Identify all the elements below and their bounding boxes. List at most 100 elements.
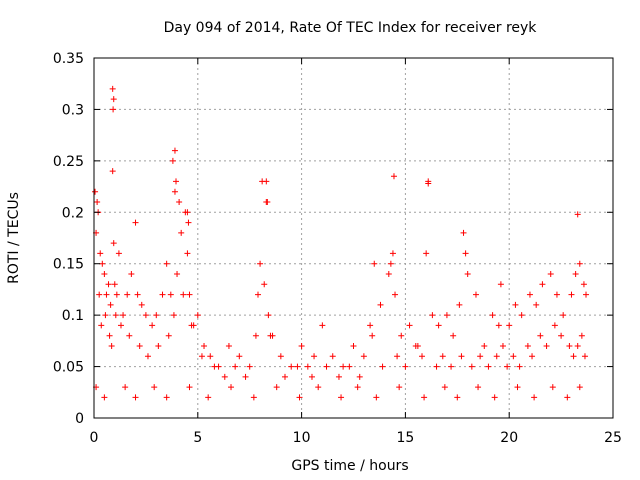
data-point <box>173 178 180 185</box>
data-point <box>267 332 274 339</box>
data-point <box>583 291 590 298</box>
data-point <box>524 343 531 349</box>
data-point <box>250 394 257 401</box>
data-point <box>185 219 192 226</box>
data-point <box>390 173 397 180</box>
data-point <box>443 312 450 319</box>
data-point <box>574 211 581 218</box>
data-point <box>109 168 116 175</box>
data-point <box>132 394 139 401</box>
y-tick-label: 0 <box>75 411 84 427</box>
data-point <box>171 188 178 195</box>
data-point <box>126 332 133 339</box>
x-tick-label: 20 <box>500 430 518 446</box>
data-point <box>294 363 301 370</box>
plot-frame <box>93 57 614 419</box>
data-point <box>170 312 177 319</box>
data-point <box>163 260 170 267</box>
data-point <box>201 343 208 349</box>
data-point <box>433 363 440 370</box>
data-point <box>512 301 519 308</box>
data-point <box>153 312 160 319</box>
data-point <box>551 322 558 329</box>
data-point <box>580 281 587 288</box>
data-point <box>277 353 284 360</box>
data-point <box>346 363 353 370</box>
data-point <box>110 106 117 113</box>
data-point <box>572 271 579 277</box>
data-point <box>296 394 303 401</box>
y-tick-label: 0.2 <box>62 205 84 221</box>
data-point <box>387 260 394 267</box>
data-point <box>101 394 108 401</box>
y-tick-label: 0.35 <box>53 51 84 67</box>
data-point <box>110 96 117 103</box>
data-point <box>373 394 380 401</box>
data-point <box>553 291 560 298</box>
data-point <box>568 291 575 298</box>
data-point <box>169 157 176 164</box>
data-point <box>425 180 432 187</box>
data-point <box>526 291 533 298</box>
data-point <box>159 291 166 298</box>
data-point <box>174 271 181 277</box>
data-point <box>564 394 571 401</box>
data-point <box>149 322 156 329</box>
data-point <box>340 363 347 370</box>
y-tick-label: 0.05 <box>53 360 84 376</box>
data-point <box>414 343 421 349</box>
data-point <box>311 353 318 360</box>
data-point <box>184 209 191 216</box>
data-point <box>371 260 378 267</box>
data-point <box>499 343 506 349</box>
data-point <box>493 353 500 360</box>
data-point <box>497 281 504 288</box>
data-point <box>288 363 295 370</box>
data-point <box>225 343 232 349</box>
data-point <box>142 312 149 319</box>
data-point <box>178 229 185 236</box>
data-point <box>99 260 106 267</box>
data-point <box>394 353 401 360</box>
data-point <box>108 343 115 349</box>
y-tick-label: 0.1 <box>62 308 84 324</box>
data-point <box>134 291 141 298</box>
data-point <box>176 199 183 205</box>
data-point <box>477 353 484 360</box>
data-point <box>236 353 243 360</box>
data-point <box>379 363 386 370</box>
data-point <box>456 301 463 308</box>
data-point <box>367 322 374 329</box>
data-point <box>110 240 117 247</box>
data-point <box>360 353 367 360</box>
data-point <box>171 147 178 154</box>
data-point <box>514 384 521 391</box>
data-point <box>396 384 403 391</box>
data-point <box>439 353 446 360</box>
x-tick-label: 5 <box>193 430 202 446</box>
data-point <box>578 332 585 339</box>
data-point <box>211 363 218 370</box>
data-point <box>560 312 567 319</box>
data-point <box>207 353 214 360</box>
data-point <box>132 219 139 226</box>
data-point <box>98 322 105 329</box>
data-point <box>435 322 442 329</box>
data-point <box>350 343 357 349</box>
data-point <box>421 394 428 401</box>
data-point <box>122 384 129 391</box>
data-point <box>186 384 193 391</box>
x-tick-label: 25 <box>604 430 622 446</box>
data-point <box>257 260 264 267</box>
data-point <box>184 250 191 257</box>
data-point <box>188 322 195 329</box>
y-axis-label: ROTI / TECUs <box>6 192 22 284</box>
data-point <box>389 250 396 257</box>
data-point <box>96 291 103 298</box>
data-point <box>97 250 104 257</box>
data-point <box>510 353 517 360</box>
chart-title: Day 094 of 2014, Rate Of TEC Index for r… <box>164 20 538 36</box>
x-axis-label: GPS time / hours <box>291 458 408 474</box>
y-tick-label: 0.25 <box>53 154 84 170</box>
data-point <box>128 271 135 277</box>
